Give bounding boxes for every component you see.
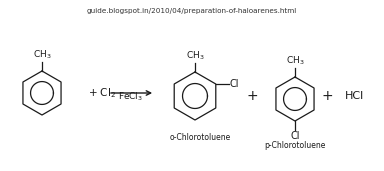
- Text: p-Chlorotoluene: p-Chlorotoluene: [264, 141, 326, 149]
- Text: Cl: Cl: [230, 79, 239, 89]
- Text: +: +: [321, 89, 333, 103]
- Text: FeCl$_3$: FeCl$_3$: [119, 90, 144, 103]
- Text: Cl: Cl: [290, 131, 300, 141]
- Text: CH$_3$: CH$_3$: [186, 49, 204, 62]
- Text: o-Chlorotoluene: o-Chlorotoluene: [169, 134, 231, 142]
- Text: +: +: [246, 89, 258, 103]
- Text: + Cl$_2$: + Cl$_2$: [88, 86, 116, 100]
- Text: CH$_3$: CH$_3$: [33, 49, 51, 61]
- Text: guide.blogspot.in/2010/04/preparation-of-haloarenes.html: guide.blogspot.in/2010/04/preparation-of…: [87, 8, 297, 14]
- Text: HCl: HCl: [345, 91, 364, 101]
- Text: CH$_3$: CH$_3$: [286, 55, 304, 67]
